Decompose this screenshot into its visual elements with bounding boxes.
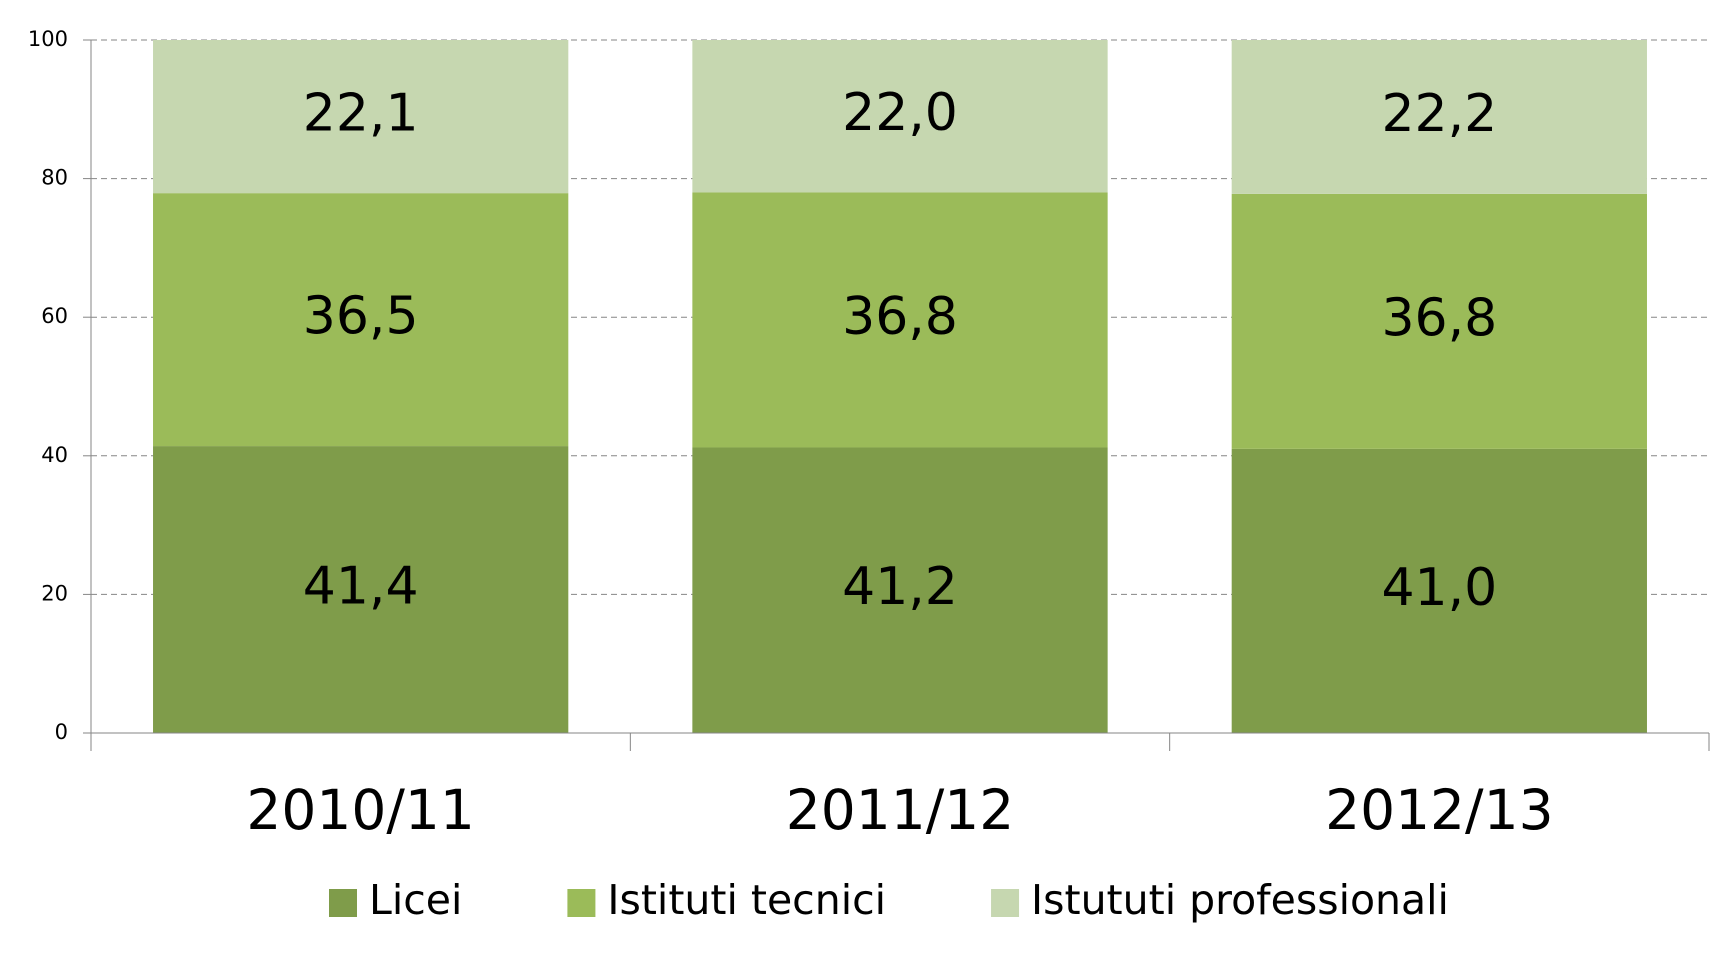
data-label: 41,4: [303, 557, 419, 617]
legend-label: Licei: [369, 876, 462, 924]
y-tick-label: 80: [41, 166, 68, 190]
bar-segment: [692, 447, 1108, 733]
legend-swatch: [567, 889, 596, 917]
bar-segment: [153, 193, 569, 447]
bar-segment: [1231, 40, 1647, 194]
x-tick-label: 2010/11: [246, 778, 475, 842]
data-label: 41,2: [842, 557, 958, 617]
legend-swatch: [991, 889, 1020, 917]
bar-segment: [692, 192, 1108, 448]
y-tick-label: 100: [28, 27, 68, 51]
legend-swatch: [329, 889, 357, 917]
data-label: 36,5: [303, 287, 419, 347]
y-tick-label: 40: [41, 443, 68, 467]
data-label: 36,8: [1381, 288, 1497, 348]
y-tick-label: 60: [41, 304, 68, 328]
legend-label: Istututi professionali: [1031, 876, 1449, 924]
data-label: 36,8: [842, 287, 958, 347]
data-label: 22,2: [1381, 84, 1497, 144]
bar-segment: [153, 40, 569, 194]
bar-segment: [1231, 193, 1647, 449]
data-label: 22,0: [842, 83, 958, 143]
x-tick-label: 2012/13: [1325, 778, 1554, 842]
legend-label: Istituti tecnici: [607, 876, 886, 924]
bar-segment: [1231, 448, 1647, 733]
data-label: 41,0: [1381, 558, 1497, 618]
bar-segment: [692, 40, 1108, 193]
x-tick-label: 2011/12: [786, 778, 1015, 842]
data-label: 22,1: [303, 84, 419, 144]
y-tick-label: 0: [55, 720, 68, 744]
bar-segment: [153, 446, 569, 733]
y-tick-label: 20: [41, 581, 68, 605]
